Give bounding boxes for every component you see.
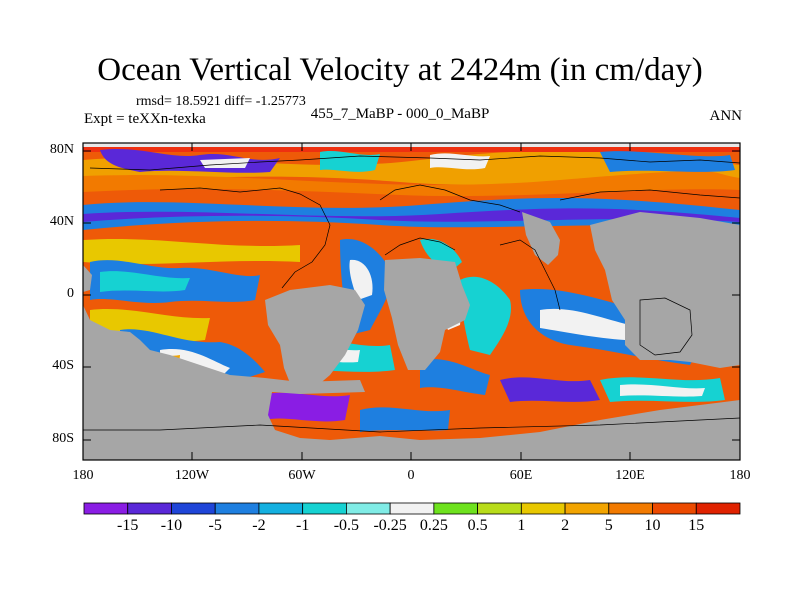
colorbar-swatch xyxy=(302,502,347,515)
colorbar-label: 0.25 xyxy=(419,517,448,534)
lat-label-80s: 80S xyxy=(52,431,74,446)
lat-tick-marks xyxy=(83,150,740,441)
colorbar-label: 15 xyxy=(688,517,705,534)
colorbar-swatch xyxy=(695,502,741,515)
colorbar-label: 5 xyxy=(604,517,613,534)
colorbar-label: -15 xyxy=(117,517,139,534)
colorbar-swatch xyxy=(83,502,129,515)
colorbar-swatch xyxy=(520,502,566,515)
colorbar-label: -10 xyxy=(160,517,183,534)
colorbar-label: 1 xyxy=(517,517,526,534)
colorbar-swatch xyxy=(477,502,522,515)
lon-label-180w: 180 xyxy=(72,468,94,483)
colorbar-label: 0.5 xyxy=(467,517,488,534)
experiment-label: Expt = teXXn-texka xyxy=(84,111,206,127)
lon-label-60e: 60E xyxy=(509,468,533,483)
colorbar-label: -2 xyxy=(252,517,266,534)
colorbar-label: -5 xyxy=(208,517,222,534)
colorbar-swatch xyxy=(127,502,172,515)
colorbar-swatch xyxy=(433,502,479,515)
season-label: ANN xyxy=(709,108,743,124)
colorbar-swatch xyxy=(258,502,304,515)
map-title: Ocean Vertical Velocity at 2424m (in cm/… xyxy=(97,52,703,88)
colorbar-swatch xyxy=(652,502,697,515)
colorbar-label: 10 xyxy=(644,517,661,534)
colorbar-swatch xyxy=(564,502,610,515)
lon-label-120e: 120E xyxy=(615,468,645,483)
colorbar-swatch xyxy=(345,502,391,515)
lat-label-40s: 40S xyxy=(52,358,74,373)
lat-label-0: 0 xyxy=(67,286,74,301)
colorbar-label: -1 xyxy=(295,517,310,534)
lat-label-40n: 40N xyxy=(49,214,74,229)
colorbar-swatch xyxy=(608,502,653,515)
stats-line: rmsd= 18.5921 diff= -1.25773 xyxy=(136,94,306,109)
difference-label: 455_7_MaBP - 000_0_MaBP xyxy=(310,106,490,122)
colorbar xyxy=(83,502,741,515)
colorbar-label: 2 xyxy=(561,517,570,534)
colorbar-label: -0.5 xyxy=(333,517,360,534)
colorbar-label: -0.25 xyxy=(373,517,407,534)
map-field xyxy=(83,143,740,460)
lon-label-180e: 180 xyxy=(729,468,751,483)
lon-label-0: 0 xyxy=(407,468,415,483)
lon-label-60w: 60W xyxy=(288,468,316,483)
colorbar-swatch xyxy=(214,502,260,515)
lon-label-120w: 120W xyxy=(174,468,210,483)
colorbar-swatch xyxy=(389,502,435,515)
lat-label-80n: 80N xyxy=(49,142,74,157)
lon-tick-marks xyxy=(82,143,741,460)
colorbar-swatch xyxy=(171,502,216,515)
